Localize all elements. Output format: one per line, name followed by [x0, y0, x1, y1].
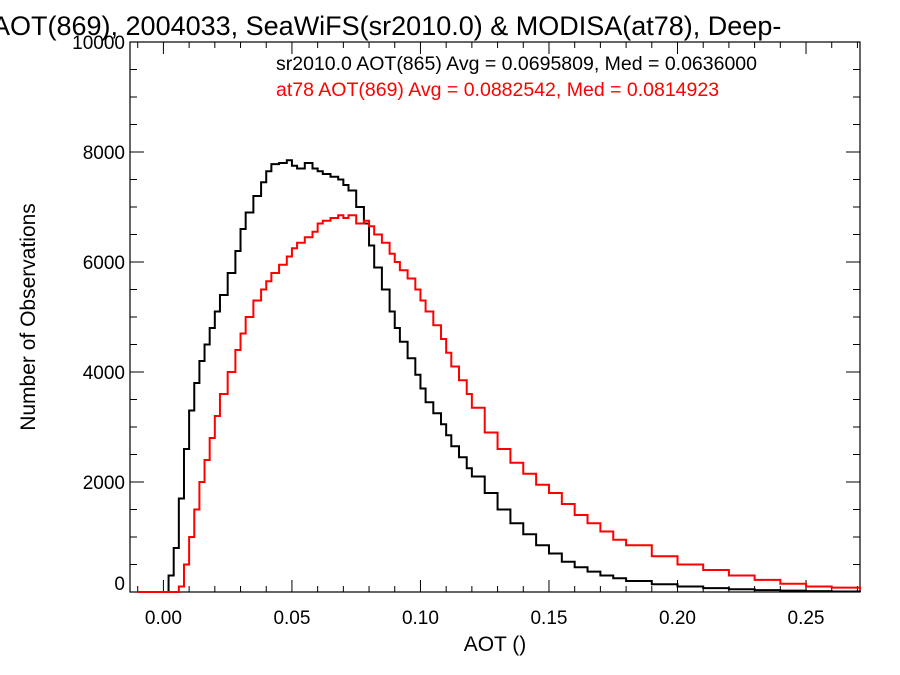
x-axis-label: AOT (): [464, 633, 527, 656]
y-tick-label: 4000: [83, 363, 125, 384]
y-axis-ticks: 0 2000 4000 6000 8000 10000: [72, 33, 860, 595]
x-tick-label: 0.00: [145, 608, 182, 629]
y-tick-label: 2000: [83, 473, 125, 494]
y-tick-label: 10000: [72, 33, 125, 54]
series-annotation-sr2010: sr2010.0 AOT(865) Avg = 0.0695809, Med =…: [276, 53, 757, 75]
series-line-0: [137, 159, 861, 593]
series-layer: [137, 159, 861, 593]
plot-frame: [129, 41, 861, 593]
series-annotation-at78: at78 AOT(869) Avg = 0.0882542, Med = 0.0…: [276, 79, 719, 101]
plot-area-border: [129, 41, 861, 593]
y-axis-label: Number of Observations: [17, 203, 40, 431]
x-tick-label: 0.20: [659, 608, 696, 629]
chart-title: AOT(869), 2004033, SeaWiFS(sr2010.0) & M…: [0, 11, 781, 41]
y-tick-label: 6000: [83, 253, 125, 274]
y-tick-label: 0: [114, 574, 125, 595]
x-tick-label: 0.05: [273, 608, 310, 629]
y-tick-label: 8000: [83, 143, 125, 164]
series-line-1: [137, 214, 861, 593]
x-tick-label: 0.15: [530, 608, 567, 629]
x-tick-label: 0.25: [788, 608, 825, 629]
x-axis-ticks: 0.00 0.05 0.10 0.15 0.20 0.25: [137, 42, 858, 629]
x-tick-label: 0.10: [402, 608, 439, 629]
